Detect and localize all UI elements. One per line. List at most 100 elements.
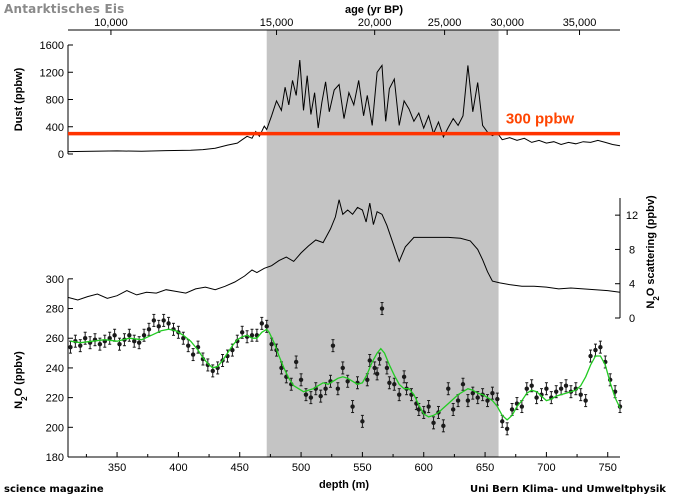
n2o-data-point (210, 364, 215, 378)
glacial-shading (266, 30, 499, 457)
n2o-marker (387, 380, 392, 385)
dust-axis-title: Dust (ppbw) (13, 67, 25, 131)
n2o-marker (156, 324, 161, 329)
n2o-marker (141, 333, 147, 338)
n2o-data-point (264, 319, 269, 333)
n2o-tick-label: 220 (46, 393, 64, 405)
n2o-marker (446, 386, 451, 391)
source-credit: science magazine (4, 484, 104, 495)
n2o-marker (323, 386, 328, 391)
n2o-data-point (360, 414, 365, 428)
n2o-data-point (450, 402, 456, 416)
n2o-marker (151, 318, 157, 323)
n2o-marker (460, 382, 466, 387)
n2o-data-point (298, 373, 304, 387)
n2o-marker (578, 392, 583, 397)
n2o-marker (450, 407, 456, 412)
dust-tick-label: 0 (58, 149, 64, 161)
n2o-marker (588, 353, 593, 359)
n2o-data-point (190, 348, 196, 362)
n2o-marker (583, 398, 588, 403)
n2o-data-point (500, 414, 505, 428)
depth-tick-label: 550 (353, 462, 371, 474)
n2o-marker (377, 356, 382, 362)
n2o-data-point (151, 313, 157, 327)
n2o-data-point (470, 386, 475, 400)
n2o-marker (367, 358, 372, 363)
n2o-marker (490, 390, 495, 396)
n2o-data-point (107, 331, 112, 345)
n2o-marker (397, 392, 402, 397)
n2o-marker (68, 344, 73, 350)
n2o-marker (350, 404, 355, 409)
scatter-tick-label: 8 (629, 244, 635, 256)
n2o-data-point (166, 316, 171, 330)
n2o-data-point (330, 339, 336, 353)
n2o-data-point (583, 394, 588, 408)
scatter-tick-label: 0 (629, 313, 635, 325)
n2o-marker (509, 407, 515, 412)
n2o-data-point (335, 382, 341, 396)
age-tick-label: 10,000 (94, 17, 128, 29)
n2o-marker (303, 392, 309, 397)
n2o-marker (335, 386, 341, 391)
n2o-marker (431, 420, 436, 426)
age-tick-label: 35,000 (563, 17, 597, 29)
n2o-marker (544, 386, 549, 391)
depth-tick-label: 750 (599, 462, 617, 474)
dust-tick-label: 800 (46, 95, 64, 107)
n2o-data-point (136, 336, 142, 350)
dust-series-line (67, 59, 621, 153)
n2o-marker (107, 336, 112, 341)
n2o-data-point (578, 388, 583, 402)
scatter-tick-label: 4 (629, 279, 635, 291)
n2o-tick-label: 200 (46, 422, 64, 434)
n2o-data-point (171, 322, 176, 336)
n2o-data-point (161, 313, 166, 327)
institution-credit: Uni Bern Klima- und Umweltphysik (470, 484, 666, 495)
n2o-marker (298, 377, 304, 382)
n2o-marker (441, 423, 446, 429)
n2o-data-point (367, 354, 372, 367)
n2o-data-point (558, 382, 564, 396)
age-tick-label: 25,000 (428, 17, 462, 29)
n2o-marker (112, 333, 117, 338)
scatter-axis-title: N2O scattering (ppbv) (645, 195, 661, 309)
n2o-marker (146, 327, 152, 332)
n2o-marker (127, 333, 132, 338)
n2o-marker (264, 324, 269, 329)
depth-axis-title: depth (m) (319, 479, 369, 491)
n2o-data-point (598, 340, 603, 354)
n2o-data-point (186, 339, 191, 353)
n2o-marker (554, 389, 559, 394)
n2o-marker (500, 419, 505, 424)
n2o-data-point (350, 400, 355, 414)
n2o-marker (360, 419, 365, 424)
depth-tick-label: 350 (108, 462, 126, 474)
n2o-data-point (490, 386, 495, 400)
n2o-data-point (460, 377, 466, 391)
n2o-marker (210, 368, 215, 374)
n2o-marker (519, 404, 525, 409)
n2o-marker (186, 343, 191, 348)
n2o-data-point (534, 391, 539, 405)
n2o-data-point (78, 339, 83, 353)
n2o-marker (593, 347, 598, 353)
n2o-data-point (465, 394, 471, 408)
n2o-marker (379, 306, 385, 311)
n2o-data-point (308, 391, 314, 405)
n2o-data-point (593, 343, 598, 357)
n2o-data-point (141, 328, 147, 342)
depth-tick-label: 700 (537, 462, 555, 474)
n2o-marker (117, 341, 122, 347)
dust-tick-label: 1600 (40, 40, 64, 52)
n2o-marker (426, 404, 431, 409)
n2o-data-point (397, 388, 402, 402)
n2o-marker (372, 365, 377, 371)
n2o-data-point (588, 349, 593, 363)
n2o-data-point (68, 340, 73, 354)
n2o-marker (308, 395, 314, 400)
n2o-marker (330, 343, 336, 348)
n2o-fit-line (70, 328, 621, 421)
